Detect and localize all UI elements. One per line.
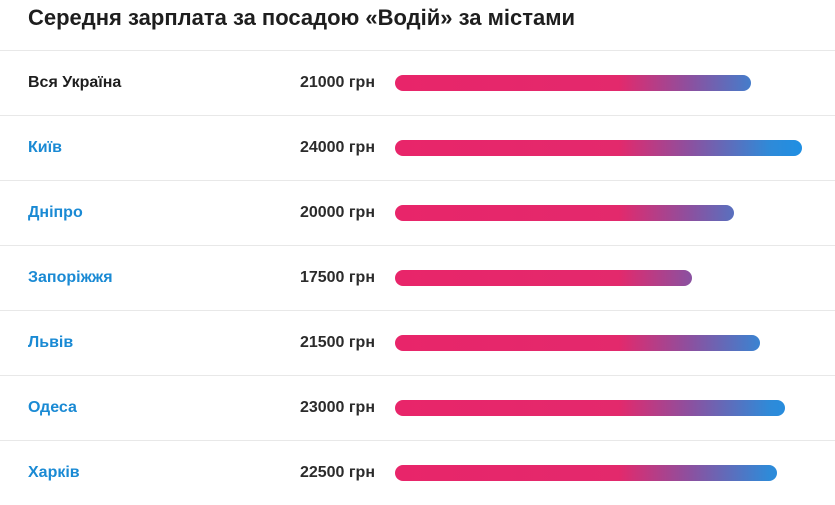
city-row: Дніпро 20000 грн xyxy=(0,180,835,245)
city-row: Вся Україна 21000 грн xyxy=(0,50,835,115)
salary-bar xyxy=(395,205,734,221)
city-row: Запоріжжя 17500 грн xyxy=(0,245,835,310)
city-link[interactable]: Харків xyxy=(28,464,80,481)
salary-bar-track xyxy=(395,75,802,91)
city-row: Київ 24000 грн xyxy=(0,115,835,180)
salary-bar-track xyxy=(395,270,802,286)
salary-bar xyxy=(395,465,777,481)
salary-chart: Вся Україна 21000 грн Київ 24000 грн Дніпро 2… xyxy=(0,50,835,505)
city-row: Харків 22500 грн xyxy=(0,440,835,505)
salary-bar xyxy=(395,140,802,156)
salary-bar xyxy=(395,75,751,91)
salary-value: 22500 грн xyxy=(299,464,375,481)
salary-value: 23000 грн xyxy=(299,399,375,416)
salary-value: 24000 грн xyxy=(299,139,375,156)
salary-bar xyxy=(395,335,760,351)
city-link[interactable]: Київ xyxy=(28,139,62,156)
salary-bar-track xyxy=(395,205,802,221)
salary-bar-track xyxy=(395,335,802,351)
salary-value: 21000 грн xyxy=(299,74,375,91)
city-label: Вся Україна xyxy=(28,74,122,91)
salary-value: 21500 грн xyxy=(299,334,375,351)
chart-title: Середня зарплата за посадою «Водій» за м… xyxy=(28,5,576,30)
city-row: Львів 21500 грн xyxy=(0,310,835,375)
salary-bar xyxy=(395,270,692,286)
salary-bar-track xyxy=(395,400,802,416)
city-link[interactable]: Запоріжжя xyxy=(28,269,113,286)
city-link[interactable]: Дніпро xyxy=(28,204,83,221)
city-row: Одеса 23000 грн xyxy=(0,375,835,440)
salary-bar-track xyxy=(395,465,802,481)
city-link[interactable]: Львів xyxy=(28,334,74,351)
salary-value: 17500 грн xyxy=(299,269,375,286)
salary-bar-track xyxy=(395,140,802,156)
salary-value: 20000 грн xyxy=(299,204,375,221)
salary-bar xyxy=(395,400,785,416)
city-link[interactable]: Одеса xyxy=(28,399,77,416)
